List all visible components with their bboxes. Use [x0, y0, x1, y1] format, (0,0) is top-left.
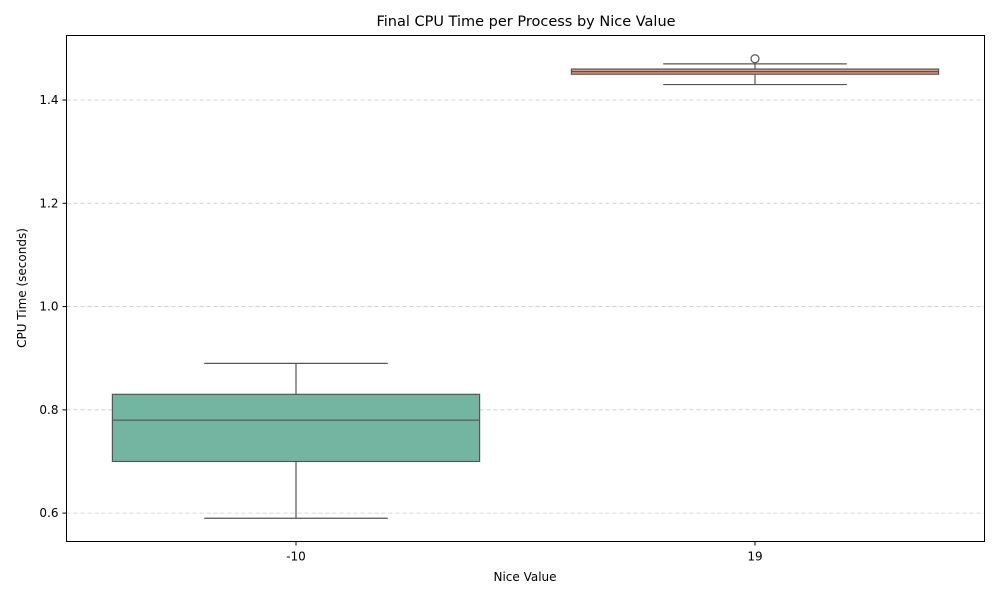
chart-title: Final CPU Time per Process by Nice Value [376, 14, 675, 30]
outlier-point [750, 54, 760, 64]
y-tick-label: 0.8 [39, 403, 58, 417]
y-tick-label: 1.0 [39, 300, 58, 314]
gridlines [66, 99, 985, 514]
x-tick-label: 19 [747, 550, 762, 564]
y-tick-label: 1.4 [39, 93, 58, 107]
iqr-box [111, 393, 481, 463]
axis-ticks: 0.6 0.8 1.0 1.2 1.4 -10 19 [39, 93, 762, 563]
plot-frame [66, 35, 985, 542]
x-tick-label: -10 [286, 550, 306, 564]
boxes [111, 54, 940, 519]
y-tick-label: 1.2 [39, 196, 58, 210]
y-tick-label: 0.6 [39, 506, 58, 520]
x-axis-label: Nice Value [493, 570, 556, 584]
y-axis-label: CPU Time (seconds) [15, 228, 29, 348]
box--10 [111, 362, 481, 519]
box-19 [570, 54, 940, 86]
